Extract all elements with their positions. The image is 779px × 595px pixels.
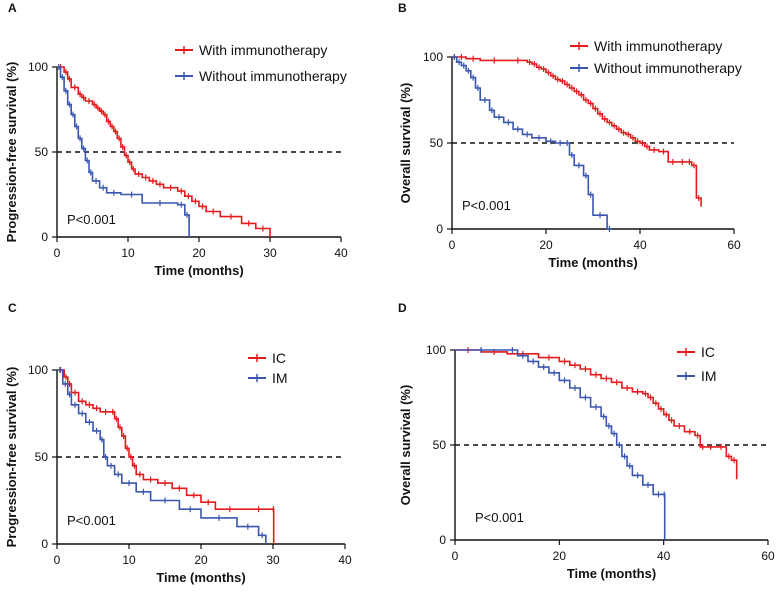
y-tick-label: 50 (35, 145, 49, 159)
legend-entry: Without immunotherapy (594, 60, 742, 76)
x-tick-label: 60 (727, 238, 741, 252)
x-tick-label: 20 (194, 553, 208, 567)
x-tick-label: 20 (553, 549, 567, 563)
chart-panel-d: D 0 20 40 60 0 50 100 Time (months) Overall survi… (398, 301, 775, 581)
panel-letter: B (398, 1, 407, 15)
x-axis-title: Time (months) (156, 570, 245, 585)
survival-curve-with-immunotherapy (452, 56, 702, 207)
y-tick-label: 0 (439, 533, 446, 547)
legend-entry: IM (272, 370, 288, 386)
x-axis-title: Time (months) (548, 255, 637, 270)
panel-letter: D (398, 301, 407, 315)
survival-curve-im (57, 369, 267, 544)
x-tick-label: 10 (121, 246, 135, 260)
chart-panel-a: A 0 10 20 30 40 0 50 100 Time (months) Progression… (4, 1, 348, 278)
y-tick-label: 0 (41, 230, 48, 244)
x-tick-label: 0 (449, 238, 456, 252)
x-tick-label: 20 (539, 238, 553, 252)
x-tick-label: 20 (192, 246, 206, 260)
y-tick-label: 50 (430, 136, 444, 150)
y-axis-title: Progression-free survival (%) (4, 62, 19, 243)
x-tick-label: 0 (452, 549, 459, 563)
legend-entry: With immunotherapy (199, 42, 327, 58)
y-axis-title: Overall survival (%) (398, 83, 413, 204)
p-value-annotation: P<0.001 (462, 198, 511, 213)
survival-curve-without-immunotherapy (57, 66, 190, 237)
x-tick-label: 30 (263, 246, 277, 260)
x-tick-label: 40 (633, 238, 647, 252)
y-tick-label: 0 (436, 222, 443, 236)
panel-letter: A (8, 1, 17, 15)
survival-curve-im (455, 349, 666, 540)
legend-entry: IC (701, 344, 715, 360)
y-tick-label: 100 (426, 343, 446, 357)
x-tick-label: 30 (266, 553, 280, 567)
legend-entry: IM (701, 368, 717, 384)
y-axis-title: Overall survival (%) (398, 385, 413, 506)
y-axis-title: Progression-free survival (%) (4, 367, 19, 548)
x-tick-label: 40 (334, 246, 348, 260)
x-axis-title: Time (months) (154, 263, 243, 278)
survival-curve-ic (455, 349, 738, 480)
x-tick-label: 0 (54, 246, 61, 260)
y-tick-label: 100 (423, 50, 443, 64)
p-value-annotation: P<0.001 (475, 510, 524, 525)
y-tick-label: 50 (433, 438, 447, 452)
x-axis-title: Time (months) (567, 566, 656, 581)
y-tick-label: 0 (41, 537, 48, 551)
y-tick-label: 100 (28, 60, 48, 74)
y-tick-label: 50 (35, 450, 49, 464)
x-tick-label: 0 (54, 553, 61, 567)
panel-letter: C (8, 301, 17, 315)
x-tick-label: 40 (338, 553, 352, 567)
chart-panel-b: B 0 20 40 60 0 50 100 Time (months) Overall survi… (398, 1, 742, 270)
p-value-annotation: P<0.001 (67, 212, 116, 227)
x-tick-label: 60 (761, 549, 775, 563)
x-tick-label: 10 (122, 553, 136, 567)
survival-curve-without-immunotherapy (452, 56, 612, 230)
legend-entry: IC (272, 350, 286, 366)
chart-panel-c: C 0 10 20 30 40 0 50 100 Time (months) Progression… (4, 301, 352, 585)
p-value-annotation: P<0.001 (67, 513, 116, 528)
legend-entry: With immunotherapy (594, 38, 722, 54)
x-tick-label: 40 (657, 549, 671, 563)
legend-entry: Without immunotherapy (199, 68, 347, 84)
y-tick-label: 100 (28, 363, 48, 377)
